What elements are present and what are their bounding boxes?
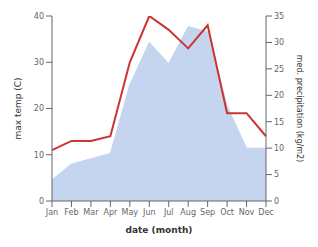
- svg-text:Nov: Nov: [239, 208, 255, 217]
- svg-text:max temp (C): max temp (C): [13, 77, 23, 139]
- svg-text:15: 15: [274, 118, 284, 127]
- svg-text:30: 30: [34, 58, 44, 67]
- svg-text:Jun: Jun: [142, 208, 156, 217]
- svg-text:10: 10: [34, 151, 44, 160]
- svg-text:20: 20: [274, 91, 284, 100]
- svg-text:Jan: Jan: [45, 208, 58, 217]
- svg-text:0: 0: [39, 197, 44, 206]
- svg-text:5: 5: [274, 170, 279, 179]
- svg-text:Jul: Jul: [163, 208, 174, 217]
- svg-text:Oct: Oct: [220, 208, 234, 217]
- svg-text:Aug: Aug: [180, 208, 196, 217]
- svg-text:30: 30: [274, 38, 284, 47]
- svg-text:med. precipitation (kg/m2): med. precipitation (kg/m2): [295, 55, 304, 162]
- svg-text:0: 0: [274, 197, 279, 206]
- svg-text:Sep: Sep: [200, 208, 215, 217]
- svg-text:Feb: Feb: [64, 208, 78, 217]
- svg-text:Dec: Dec: [258, 208, 273, 217]
- svg-text:Mar: Mar: [83, 208, 99, 217]
- svg-text:Apr: Apr: [103, 208, 118, 217]
- svg-text:May: May: [122, 208, 139, 217]
- svg-text:35: 35: [274, 12, 284, 21]
- svg-text:date (month): date (month): [126, 225, 193, 235]
- svg-text:25: 25: [274, 65, 284, 74]
- svg-text:10: 10: [274, 144, 284, 153]
- svg-text:20: 20: [34, 104, 44, 113]
- svg-text:40: 40: [34, 12, 44, 21]
